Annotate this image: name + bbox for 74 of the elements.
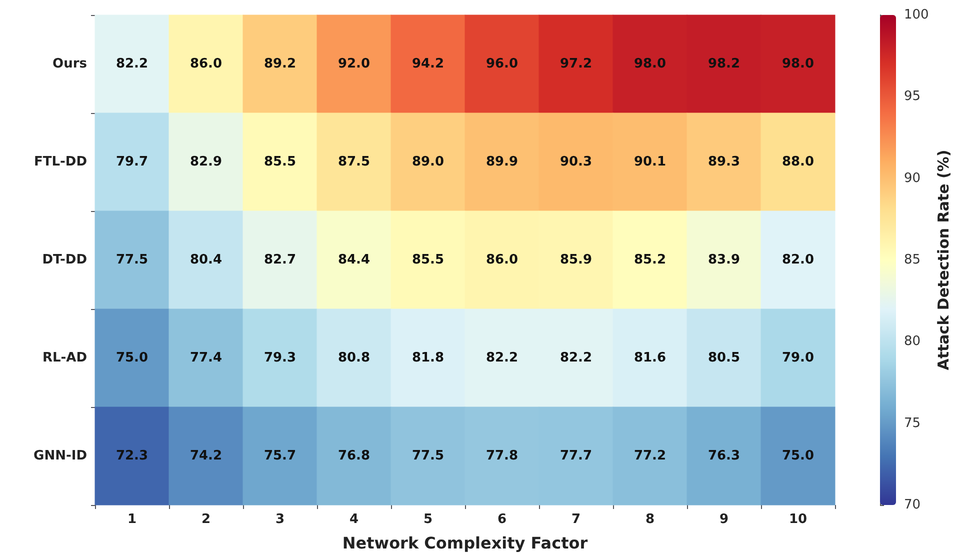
data-label: 89.3 bbox=[708, 154, 740, 170]
data-label: 72.3 bbox=[116, 448, 148, 464]
color-bar-label: 90 bbox=[904, 170, 921, 186]
color-bar-title: Attack Detection Rate (%) bbox=[934, 150, 952, 370]
x-tick-label: 6 bbox=[497, 512, 507, 527]
data-label: 98.2 bbox=[708, 56, 740, 72]
data-label: 77.8 bbox=[486, 448, 518, 464]
data-label: 76.8 bbox=[338, 448, 370, 464]
data-label: 77.7 bbox=[560, 448, 592, 464]
data-label: 81.8 bbox=[412, 350, 444, 366]
data-label: 79.7 bbox=[116, 154, 148, 170]
data-label: 83.9 bbox=[708, 252, 740, 268]
data-label: 82.2 bbox=[560, 350, 592, 366]
x-tick-label: 9 bbox=[719, 512, 729, 527]
data-label: 75.7 bbox=[264, 448, 296, 464]
data-label: 92.0 bbox=[338, 56, 370, 72]
color-bar-label: 100 bbox=[904, 8, 929, 22]
y-tick-label: Ours bbox=[52, 56, 88, 72]
data-label: 90.1 bbox=[634, 154, 666, 170]
x-tick-label: 1 bbox=[127, 512, 137, 527]
data-label: 82.2 bbox=[116, 56, 148, 72]
data-label: 77.5 bbox=[116, 252, 148, 268]
data-label: 77.5 bbox=[412, 448, 444, 464]
y-tick-label: DT-DD bbox=[42, 252, 88, 268]
x-tick-label: 4 bbox=[349, 512, 359, 527]
y-tick-label: FTL-DD bbox=[34, 154, 88, 170]
color-bar-label: 95 bbox=[904, 89, 921, 104]
data-label: 82.7 bbox=[264, 252, 296, 268]
data-label: 82.0 bbox=[782, 252, 814, 268]
data-label: 74.2 bbox=[190, 448, 222, 464]
data-label: 84.4 bbox=[338, 252, 370, 268]
data-label: 77.4 bbox=[190, 350, 222, 366]
data-label: 86.0 bbox=[486, 252, 518, 268]
data-label: 89.9 bbox=[486, 154, 518, 170]
data-label: 89.0 bbox=[412, 154, 444, 170]
data-label: 80.4 bbox=[190, 252, 222, 268]
data-label: 87.5 bbox=[338, 154, 370, 170]
data-label: 81.6 bbox=[634, 350, 666, 366]
y-tick-label: GNN-ID bbox=[34, 448, 88, 464]
y-tick-label: RL-AD bbox=[42, 350, 88, 366]
data-label: 77.2 bbox=[634, 448, 666, 464]
data-label: 79.0 bbox=[782, 350, 814, 366]
color-bar-label: 85 bbox=[904, 252, 921, 268]
x-tick-label: 8 bbox=[645, 512, 655, 527]
x-axis-title: Network Complexity Factor bbox=[342, 534, 588, 552]
data-label: 75.0 bbox=[116, 350, 148, 366]
color-bar-label: 70 bbox=[904, 498, 921, 512]
x-tick-label: 7 bbox=[571, 512, 581, 527]
data-label: 85.9 bbox=[560, 252, 592, 268]
data-label: 96.0 bbox=[486, 56, 518, 72]
x-tick-label: 10 bbox=[788, 512, 808, 527]
data-label: 80.5 bbox=[708, 350, 740, 366]
x-tick-label: 5 bbox=[423, 512, 433, 527]
data-label: 98.0 bbox=[634, 56, 666, 72]
data-label: 86.0 bbox=[190, 56, 222, 72]
data-label: 76.3 bbox=[708, 448, 740, 464]
data-label: 79.3 bbox=[264, 350, 296, 366]
data-label: 89.2 bbox=[264, 56, 296, 72]
data-label: 85.5 bbox=[412, 252, 444, 268]
data-label: 94.2 bbox=[412, 56, 444, 72]
color-bar-label: 80 bbox=[904, 334, 921, 350]
data-label: 90.3 bbox=[560, 154, 592, 170]
data-label: 98.0 bbox=[782, 56, 814, 72]
data-label: 75.0 bbox=[782, 448, 814, 464]
data-label: 88.0 bbox=[782, 154, 814, 170]
data-label: 85.2 bbox=[634, 252, 666, 268]
data-label: 82.2 bbox=[486, 350, 518, 366]
data-label: 97.2 bbox=[560, 56, 592, 72]
data-label: 85.5 bbox=[264, 154, 296, 170]
x-tick-label: 2 bbox=[201, 512, 211, 527]
color-bar-label: 75 bbox=[904, 416, 921, 431]
data-label: 80.8 bbox=[338, 350, 370, 366]
x-tick-label: 3 bbox=[275, 512, 285, 527]
data-label: 82.9 bbox=[190, 154, 222, 170]
